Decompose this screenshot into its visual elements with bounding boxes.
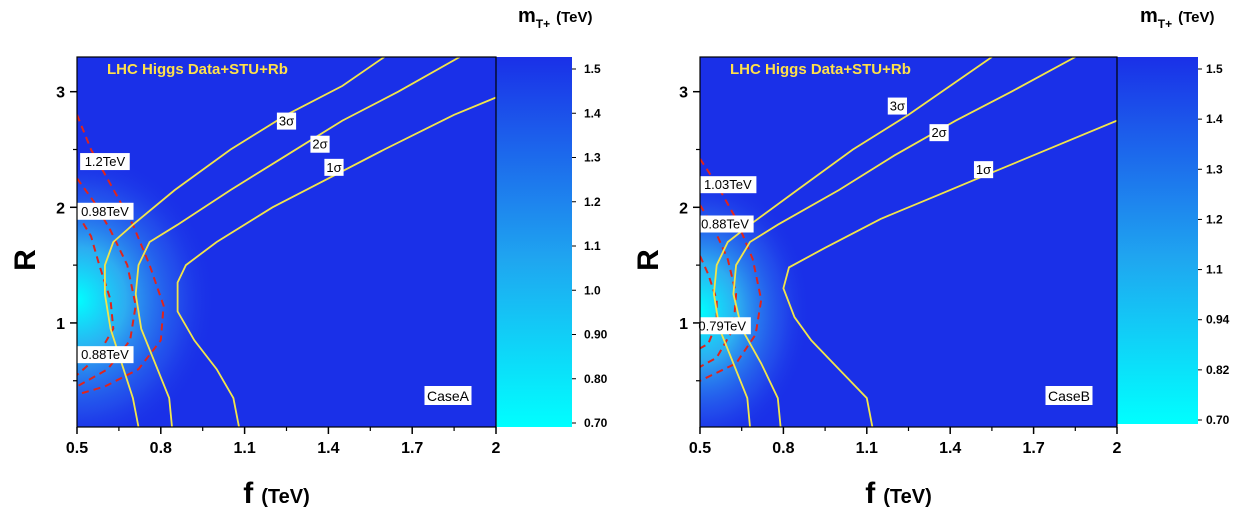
colorbar-tick-label: 1.1 — [584, 239, 601, 253]
colorbar-title-unit: (TeV) — [556, 9, 592, 26]
sigma-contour-line — [134, 57, 461, 427]
colorbar-tick-label: 0.82 — [1206, 363, 1230, 377]
sigma-contour-label-box — [324, 158, 344, 176]
mass-contour-label-box — [699, 176, 757, 194]
sigma-contour-label-box — [887, 97, 907, 115]
sigma-contour-label-box — [310, 135, 330, 153]
mass-contour-line — [77, 114, 165, 396]
case-label-box — [424, 386, 472, 405]
colorbar-tick-label: 1.0 — [584, 283, 601, 297]
x-tick-label: 1.7 — [401, 440, 423, 457]
y-tick-label: 1 — [56, 316, 65, 333]
y-tick-label: 2 — [679, 200, 688, 217]
mass-contour-line — [700, 255, 718, 350]
case-label: CaseB — [1048, 388, 1090, 404]
x-axis-title-main: f — [865, 477, 876, 510]
colorbar-tick-label: 0.94 — [1206, 313, 1230, 327]
x-axis-title-unit: (TeV) — [261, 486, 310, 508]
x-tick-label: 2 — [1113, 440, 1122, 457]
colorbar — [1117, 57, 1198, 424]
colorbar-tick-label: 1.2 — [1206, 212, 1223, 226]
colorbar-tick-label: 0.80 — [584, 372, 608, 386]
mass-contour-label: 0.88TeV — [81, 347, 129, 362]
colorbar-title-unit: (TeV) — [1178, 9, 1214, 26]
y-tick-label: 2 — [56, 200, 65, 217]
mass-contour-label-box — [76, 202, 134, 220]
mass-contour-line — [77, 212, 115, 376]
colorbar-title-main: m — [1140, 5, 1158, 27]
x-tick-label: 0.8 — [772, 440, 794, 457]
mass-contour-label-box — [80, 153, 130, 171]
mass-contour-label: 1.03TeV — [704, 177, 752, 192]
mass-contour-label-box — [693, 317, 751, 335]
panel-0: 1.5 1.4 1.3 1.2 1.1 1.0 0.90 0.80 0.70 mT+ (TeV) 1.… — [9, 5, 608, 510]
sigma-contour-label-box — [973, 161, 994, 179]
mass-contour-label: 0.88TeV — [701, 217, 749, 232]
x-tick-label: 1.4 — [939, 440, 961, 457]
colorbar-tick-label: 0.90 — [584, 328, 608, 342]
heatmap-bright-region — [700, 57, 1117, 427]
colorbar-tick-label: 0.70 — [584, 416, 608, 430]
mass-contour-label: 0.98TeV — [81, 204, 129, 219]
mass-contour-label-box — [76, 346, 134, 364]
sigma-contour-label: 1σ — [326, 160, 341, 175]
y-tick-label: 3 — [679, 85, 688, 102]
x-tick-label: 0.8 — [150, 440, 172, 457]
colorbar-title-main: m — [518, 5, 536, 27]
sigma-contour-line — [732, 57, 1076, 427]
colorbar-tick-label: 0.70 — [1206, 413, 1230, 427]
sigma-contour-label: 1σ — [976, 162, 991, 177]
sigma-contour-label: 2σ — [312, 137, 327, 152]
x-tick-label: 1.4 — [317, 440, 339, 457]
mass-contour-label: 1.2TeV — [85, 154, 126, 169]
sigma-contour-line — [712, 57, 993, 427]
heatmap-bright-region — [77, 57, 496, 427]
colorbar-tick-label: 1.4 — [1206, 112, 1223, 126]
x-tick-label: 0.5 — [66, 440, 88, 457]
colorbar-tick-label: 1.3 — [584, 151, 601, 165]
sigma-contour-label: 3σ — [890, 99, 905, 114]
sigma-contour-label-box — [929, 124, 949, 142]
colorbar-title-sub: T+ — [536, 17, 550, 31]
sigma-contour-label: 2σ — [931, 125, 946, 140]
colorbar-tick-label: 1.2 — [584, 195, 601, 209]
colorbar — [496, 57, 572, 427]
colorbar-tick-label: 1.1 — [1206, 263, 1223, 277]
colorbar-tick-label: 1.3 — [1206, 162, 1223, 176]
x-axis-title: f (TeV) — [243, 477, 310, 510]
colorbar-tick-label: 1.5 — [1206, 62, 1223, 76]
x-tick-label: 0.5 — [689, 440, 711, 457]
colorbar-title: mT+ (TeV) — [1140, 5, 1215, 31]
plot-title: LHC Higgs Data+STU+Rb — [107, 61, 288, 78]
mass-contour-line — [77, 177, 137, 388]
y-tick-label: 3 — [56, 85, 65, 102]
y-tick-label: 1 — [679, 316, 688, 333]
plot-title: LHC Higgs Data+STU+Rb — [730, 61, 911, 78]
contours — [77, 57, 496, 427]
y-axis-title: R — [9, 249, 42, 271]
mass-contour-label: 0.79TeV — [698, 318, 746, 333]
case-label: CaseA — [427, 388, 470, 404]
y-axis-title: R — [632, 249, 665, 271]
x-axis-title-main: f — [243, 477, 254, 510]
colorbar-title-sub: T+ — [1158, 17, 1172, 31]
sigma-contour-label-box — [276, 112, 297, 130]
x-axis-title: f (TeV) — [865, 477, 932, 510]
colorbar-title: mT+ (TeV) — [518, 5, 593, 31]
x-tick-label: 1.7 — [1022, 440, 1044, 457]
colorbar-tick-label: 1.5 — [584, 62, 601, 76]
x-tick-label: 1.1 — [233, 440, 255, 457]
x-tick-label: 1.1 — [856, 440, 878, 457]
sigma-contour-line — [176, 96, 496, 427]
x-tick-label: 2 — [492, 440, 501, 457]
mass-contour-label-box — [696, 215, 754, 233]
sigma-contour-label: 3σ — [279, 114, 294, 129]
colorbar-tick-label: 1.4 — [584, 106, 601, 120]
x-axis-title-unit: (TeV) — [883, 486, 932, 508]
case-label-box — [1045, 386, 1093, 405]
